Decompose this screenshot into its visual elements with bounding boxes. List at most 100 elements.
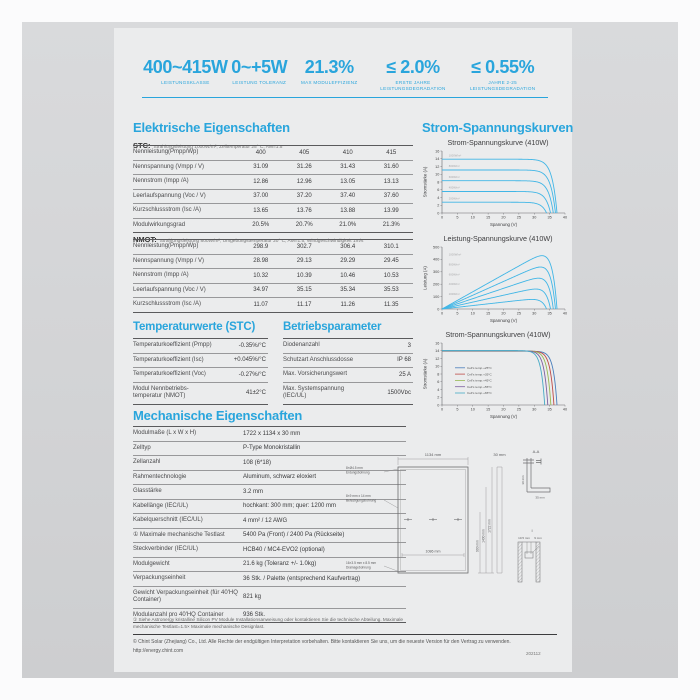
row-value: 35.34 <box>340 287 356 294</box>
table-row: Nennspannung (Vmpp / V) 31.09 31.26 31.43 31… <box>133 159 413 175</box>
row-value: 3 <box>407 342 411 349</box>
row-label: Gewicht Verpackungseinheit (für 40'HQ Co… <box>133 589 238 604</box>
y-tick-label: 4 <box>437 196 439 200</box>
row-value: 21.3% <box>382 222 400 229</box>
detail-dim-105: 10.5 mm <box>518 536 530 540</box>
operating-table: Diodenanzahl 3 Schutzart Anschlussdosse IP … <box>283 338 413 405</box>
series-label: 200W/m² <box>449 292 460 296</box>
series-curve <box>442 350 555 406</box>
series-curve <box>441 266 556 310</box>
row-value: 35.53 <box>383 287 399 294</box>
row-value: 405 <box>299 149 310 156</box>
dimension-labels: 1134 mm 30 mm 1086 mm 990 mm 1400 mm 172… <box>425 452 506 554</box>
row-label: Schutzart Anschlussdosse <box>283 356 354 363</box>
section-dim-30: 30 mm <box>521 475 525 485</box>
table-row: Steckverbinder (IEC/UL) HCB40 / MC4-EVO2 … <box>133 542 406 557</box>
series-label: 400W/m² <box>449 282 460 286</box>
table-row: Max. Systemspannung (IEC/UL) 1500Vᴅᴄ <box>283 381 413 404</box>
series-curve <box>442 350 546 406</box>
table-row: Zellanzahl 108 (6*18) <box>133 455 406 470</box>
series-label: 600W/m² <box>449 175 460 179</box>
row-value: 11.35 <box>383 301 399 308</box>
spec-label: LEISTUNGSKLASSE <box>161 79 210 85</box>
row-value: 11.17 <box>296 301 312 308</box>
y-tick-label: 200 <box>433 283 439 287</box>
x-tick-label: 35 <box>548 311 552 315</box>
series-curve <box>441 288 551 310</box>
row-label: Nennleistung(Pmpp/Wp) <box>133 243 199 249</box>
row-value: -0.27%/°C <box>238 371 266 378</box>
series-curve <box>442 169 556 214</box>
chart-title: Strom-Spannungskurven (410W) <box>445 330 551 339</box>
series-label: 1000W/m² <box>449 153 462 157</box>
section-aa-label: A-A <box>533 449 540 454</box>
row-value: hochkant: 300 mm; quer: 1200 mm <box>243 503 337 510</box>
x-tick-label: 25 <box>517 215 521 219</box>
footer-copyright: © Chint Solar (Zhejiang) Co., Ltd. Alle … <box>133 639 511 645</box>
x-tick-label: 10 <box>471 311 475 315</box>
row-value: 108 (6*18) <box>243 459 272 466</box>
series-curve <box>442 191 551 214</box>
row-value: 400 <box>255 149 266 156</box>
section-title-operating: Betriebsparameter <box>283 321 382 333</box>
legend-label: Cell's temp.+65°C <box>467 391 493 395</box>
table-row: Nennleistung(Pmpp/Wp) 400 405 410 415 <box>133 145 413 160</box>
dim-thickness: 30 mm <box>493 452 506 457</box>
x-tick-label: 10 <box>471 215 475 219</box>
y-tick-label: 12 <box>435 357 439 361</box>
row-value: 1722 x 1134 x 30 mm <box>243 430 301 437</box>
section-title-temperature: Temperaturwerte (STC) <box>133 321 256 333</box>
doc-number: 202112 <box>526 651 541 656</box>
x-tick-label: 40 <box>563 407 567 411</box>
mount-hole-label2: Befestigungsbohrung <box>346 499 376 503</box>
x-tick-label: 40 <box>563 215 567 219</box>
row-label: Max. Vorsicherungswert <box>283 371 348 377</box>
table-row: Modulmaße (L x W x H) 1722 x 1134 x 30 mm <box>133 426 406 441</box>
x-tick-label: 20 <box>501 215 505 219</box>
header-spec: ≤ 2.0% ERSTE JAHRE LEISTUNGSDEGRADATION <box>368 57 458 99</box>
row-label: Modulwirkungsgrad <box>133 221 186 228</box>
row-value: 13.76 <box>296 207 312 214</box>
row-value: 10.46 <box>340 272 356 279</box>
mounting-marks <box>404 518 462 521</box>
row-label: Leerlaufspannung (Voc / V) <box>133 192 206 199</box>
row-label: Glasstärke <box>133 488 162 494</box>
row-value: 821 kg <box>243 594 262 600</box>
row-value: 31.09 <box>253 164 269 171</box>
section-title-electrical: Elektrische Eigenschaften <box>133 120 290 135</box>
y-axis-label: Stromstärke (A) <box>423 166 428 197</box>
series-curve <box>441 277 554 310</box>
row-value: 37.00 <box>253 193 269 200</box>
mount-hole-label: 8×9 mm x 14 mm <box>346 494 371 498</box>
spec-value: 0~+5W <box>231 57 288 77</box>
row-value: 13.99 <box>383 207 399 214</box>
x-tick-label: 0 <box>441 215 443 219</box>
dim-width: 1134 mm <box>425 452 442 457</box>
ground-hole-label: 8×Ø4.5 mm <box>346 466 363 470</box>
series-curve <box>441 255 558 310</box>
spec-value: ≤ 0.55% <box>471 57 535 77</box>
x-tick-label: 10 <box>471 407 475 411</box>
table-row: Glasstärke 3.2 mm <box>133 484 406 499</box>
detail-i: I 10.5 mm 9 mm <box>517 528 542 583</box>
y-tick-label: 16 <box>435 149 439 153</box>
row-value: 1500Vᴅᴄ <box>387 390 411 396</box>
module-technical-drawing: 1134 mm 30 mm 1086 mm 990 mm 1400 mm 172… <box>346 449 551 583</box>
footer-url[interactable]: http://energy.chint.com <box>133 648 184 654</box>
row-label: Kurzschlussstrom (Isc /A) <box>133 301 202 307</box>
y-tick-label: 10 <box>435 365 439 369</box>
series-curve <box>442 350 549 406</box>
spec-value: ≤ 2.0% <box>386 57 440 77</box>
row-value: Aluminum, schwarz eloxiert <box>243 474 317 481</box>
x-tick-label: 20 <box>501 311 505 315</box>
row-value: 11.07 <box>253 301 269 308</box>
row-value: 36 Stk. / Palette (entsprechend Kaufvert… <box>243 575 361 582</box>
temperature-table: Temperaturkoeffizient (Pmpp) -0.35%/°C Tem… <box>133 338 268 405</box>
table-row: Max. Vorsicherungswert 25 A <box>283 367 413 382</box>
x-axis-label: Spannung (V) <box>490 318 518 323</box>
table-row: Temperaturkoeffizient (Voc) -0.27%/°C <box>133 367 268 382</box>
header-specs: 400~415W LEISTUNGSKLASSE 0~+5W LEISTUNG TOL… <box>142 57 548 99</box>
table-row: Leerlaufspannung (Voc / V) 37.00 37.20 37.4… <box>133 188 413 204</box>
row-label: Max. Systemspannung (IEC/UL) <box>283 385 345 400</box>
